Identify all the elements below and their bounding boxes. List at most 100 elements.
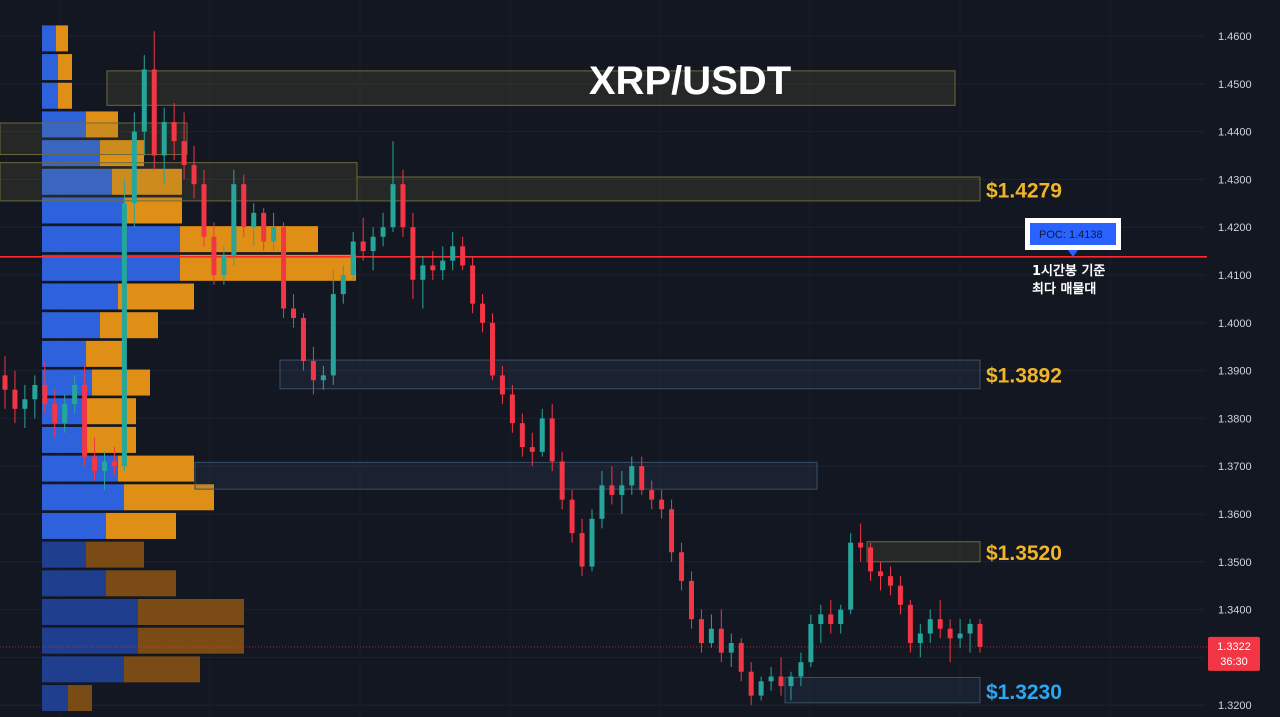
profile-sell-bar [86,541,144,568]
candle-body [669,509,675,553]
profile-buy-bar [42,426,86,453]
candle-body [887,576,893,586]
candle-body [131,131,137,204]
candle-body [62,404,68,424]
poc-note-line2: 최다 매물대 [1032,281,1096,297]
candle-body [82,384,88,457]
candle-body [111,461,117,467]
candle-body [440,260,446,271]
profile-sell-bar [86,340,126,367]
level-label: $1.3892 [986,364,1062,387]
profile-sell-bar [118,455,194,482]
profile-sell-bar [112,168,182,195]
candle-body [42,384,48,405]
profile-buy-bar [42,82,58,109]
profile-sell-bar [56,25,68,52]
candle-body [101,461,107,471]
candle-body [539,418,545,452]
candle-body [330,294,336,376]
profile-sell-bar [86,426,136,453]
profile-buy-bar [42,484,124,511]
price-tick-label: 1.3200 [1218,700,1252,712]
candle-body [32,384,38,400]
price-tick-label: 1.4400 [1218,127,1252,139]
profile-buy-bar [42,168,112,195]
profile-sell-bar [124,656,200,683]
price-zone [0,122,188,156]
candle-body [778,676,784,687]
profile-buy-bar [42,656,124,683]
price-zone [784,676,981,704]
candle-body [947,628,953,639]
candle-body [430,265,436,271]
candle-body [12,389,18,409]
candle-body [589,518,595,567]
candle-body [927,619,933,634]
candle-body [738,643,744,672]
candle-body [708,628,714,644]
candle-body [599,485,605,519]
candle-body [271,227,277,242]
candle-body [509,394,515,424]
current-price-value: 1.3322 [1217,641,1251,653]
price-zone [0,162,358,202]
candle-body [828,614,834,624]
candle-body [171,122,177,142]
candle-body [191,165,197,185]
profile-buy-bar [42,685,68,712]
profile-buy-bar [42,140,100,167]
candle-body [768,676,774,682]
candle-body [310,361,316,381]
profile-buy-bar [42,254,180,281]
profile-buy-bar [42,512,106,539]
candle-body [688,580,694,620]
profile-buy-bar [42,312,100,339]
candle-body [360,241,366,252]
price-zone [194,461,818,490]
poc-label: POC [1039,229,1063,241]
candle-body [22,399,28,409]
price-tick-label: 1.4300 [1218,174,1252,186]
candle-body [380,227,386,237]
price-tick-label: 1.3500 [1218,557,1252,569]
candle-body [261,212,267,242]
candle-body [161,122,167,156]
profile-sell-bar [138,627,244,654]
price-tick-label: 1.3700 [1218,461,1252,473]
price-axis[interactable]: 1.4600 1.4500 1.4400 1.4300 1.4200 1.4100 1.40… [1218,31,1252,712]
candle-body [858,542,864,548]
candle-body [569,499,575,534]
profile-buy-bar [42,541,86,568]
candle-body [649,490,655,500]
profile-sell-bar [100,312,158,339]
candle-body [450,246,456,261]
candle-countdown: 36:30 [1220,656,1248,668]
price-tick-label: 1.4100 [1218,270,1252,282]
profile-buy-bar [42,340,86,367]
profile-buy-bar [42,627,138,654]
candle-body [937,619,943,629]
candle-body [967,623,973,634]
price-tick-label: 1.3600 [1218,509,1252,521]
candle-body [201,184,207,237]
candle-body [728,643,734,653]
candle-body [718,628,724,653]
poc-note-line1: 1시간봉 기준 [1032,263,1105,279]
profile-sell-bar [180,254,356,281]
profile-sell-bar [58,82,72,109]
candle-body [181,141,187,166]
profile-buy-bar [42,598,138,625]
candle-body [251,212,257,228]
level-label: $1.4279 [986,179,1062,202]
candle-body [390,184,396,228]
candle-body [957,633,963,639]
candle-body [300,318,306,362]
candle-body [559,461,565,500]
candle-body [490,322,495,376]
candle-body [679,552,685,581]
candle-body [291,308,297,319]
price-zone [279,359,981,390]
svg-text:POC: 1.4138: POC: 1.4138 [1039,229,1103,241]
candle-body [141,69,147,132]
